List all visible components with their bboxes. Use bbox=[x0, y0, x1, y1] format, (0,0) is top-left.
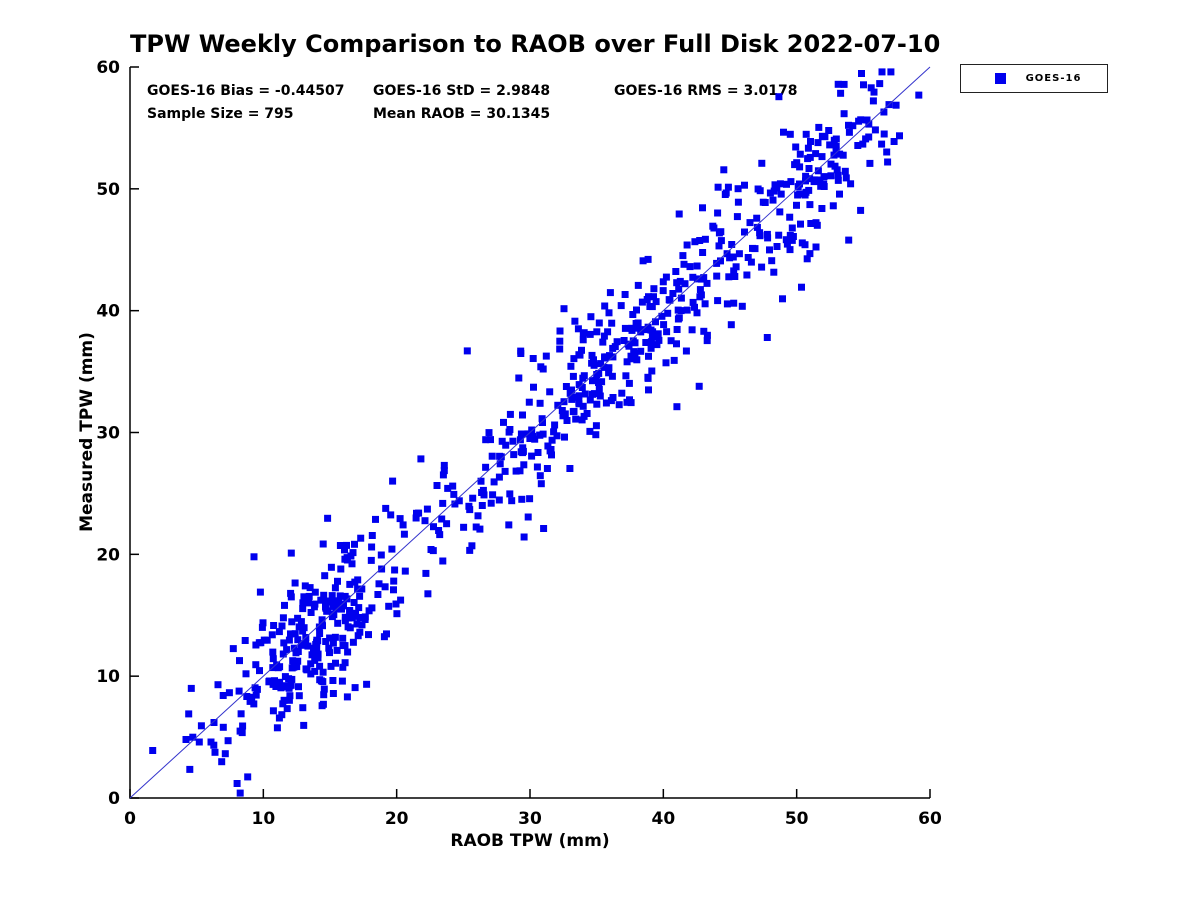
stat-rms: GOES-16 RMS = 3.0178 bbox=[614, 83, 798, 99]
x-tick-label: 0 bbox=[124, 809, 136, 829]
y-tick-label: 10 bbox=[96, 667, 120, 687]
x-tick-label: 20 bbox=[385, 809, 409, 829]
legend-square-marker-icon bbox=[995, 73, 1006, 84]
stat-mean-raob: Mean RAOB = 30.1345 bbox=[373, 106, 551, 122]
y-tick-label: 30 bbox=[96, 424, 120, 444]
identity-line bbox=[129, 66, 931, 799]
scatter-points-goes16 bbox=[149, 68, 923, 797]
x-tick-label: 40 bbox=[651, 809, 675, 829]
stat-std: GOES-16 StD = 2.9848 bbox=[373, 83, 551, 99]
chart-title: TPW Weekly Comparison to RAOB over Full … bbox=[130, 30, 941, 58]
legend-series-label: GOES-16 bbox=[1025, 73, 1082, 84]
y-tick-label: 40 bbox=[96, 302, 120, 322]
x-tick-label: 50 bbox=[785, 809, 809, 829]
x-tick-label: 10 bbox=[251, 809, 275, 829]
x-tick-label: 30 bbox=[518, 809, 542, 829]
y-tick-label: 0 bbox=[108, 789, 120, 809]
x-tick-label: 60 bbox=[918, 809, 942, 829]
axis-ticks bbox=[129, 66, 931, 799]
y-tick-label: 50 bbox=[96, 180, 120, 200]
y-tick-label: 20 bbox=[96, 545, 120, 565]
y-axis-label: Measured TPW (mm) bbox=[77, 332, 97, 532]
y-tick-label: 60 bbox=[96, 58, 120, 78]
stat-bias: GOES-16 Bias = -0.44507 bbox=[147, 83, 345, 99]
legend: GOES-16 bbox=[960, 64, 1108, 93]
axis-tick-labels: 0 10 20 30 40 50 60 0 10 20 30 40 50 60 bbox=[96, 58, 942, 829]
x-axis-label: RAOB TPW (mm) bbox=[450, 831, 610, 851]
stat-sample-size: Sample Size = 795 bbox=[147, 106, 294, 122]
